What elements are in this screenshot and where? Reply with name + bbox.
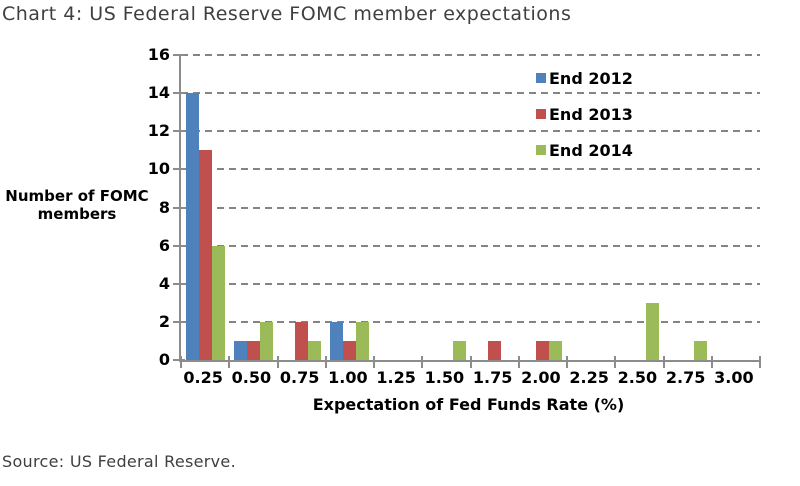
y-tick-label: 14: [147, 83, 170, 103]
legend-label: End 2014: [549, 140, 633, 160]
x-axis-labels: 0.25 0.50 0.75 1.00 1.25 1.50 1.75 2.00 2.25 2.50…: [179, 368, 758, 388]
x-axis-tick: [759, 356, 761, 368]
y-axis-title-line-2: members: [37, 205, 117, 223]
x-tick-label: 1.25: [376, 368, 416, 387]
bar: [694, 340, 708, 360]
x-tick-label: 2.75: [665, 368, 706, 387]
bar: [645, 302, 659, 360]
bar: [185, 93, 199, 360]
x-tick-label: 1.75: [472, 368, 513, 387]
plot-area: [173, 54, 761, 368]
bar: [549, 340, 563, 360]
y-axis-tick: [173, 282, 185, 285]
x-axis-tick: [324, 356, 327, 368]
bar: [330, 321, 344, 360]
y-tick-label: 6: [158, 235, 170, 255]
bar: [536, 340, 550, 360]
chart-title: Chart 4: US Federal Reserve FOMC member …: [2, 3, 572, 25]
y-tick-label: 10: [147, 159, 170, 179]
x-tick-label: 0.75: [279, 368, 320, 387]
x-axis-tick: [469, 356, 472, 368]
y-tick-label: 4: [158, 273, 170, 293]
legend-swatch-icon: [536, 145, 546, 155]
y-axis-tick: [173, 206, 185, 209]
gridline: [181, 130, 760, 133]
y-axis-tick: [173, 54, 185, 56]
gridline: [181, 244, 760, 247]
x-axis-title: Expectation of Fed Funds Rate (%): [312, 395, 625, 414]
legend-item: End 2012: [536, 68, 633, 88]
x-tick-label: 2.00: [521, 368, 561, 387]
legend-item: End 2013: [536, 104, 633, 124]
gridline: [181, 92, 760, 95]
x-axis-tick: [228, 356, 231, 368]
x-axis-tick: [180, 356, 182, 368]
bar: [295, 321, 309, 360]
legend-label: End 2013: [549, 104, 633, 124]
y-tick-label: 0: [158, 350, 170, 369]
x-axis-tick: [373, 356, 375, 368]
bar: [198, 150, 212, 360]
y-axis-tick: [173, 320, 185, 323]
legend-swatch-icon: [536, 73, 546, 83]
x-tick-label: 3.00: [714, 368, 754, 387]
x-axis-tick: [710, 356, 713, 368]
bar: [452, 340, 466, 360]
y-axis-tick: [173, 92, 185, 95]
x-tick-label: 1.50: [424, 368, 465, 387]
x-axis-tick: [517, 356, 520, 368]
legend: End 2012 End 2013 End 2014: [536, 68, 633, 176]
y-axis-tick: [173, 130, 185, 133]
y-tick-label: 12: [147, 121, 170, 141]
bar: [259, 321, 273, 360]
legend-label: End 2012: [549, 68, 633, 88]
y-tick-label: 16: [147, 45, 170, 64]
x-axis-tick: [276, 356, 279, 368]
legend-swatch-icon: [536, 109, 546, 119]
x-axis-tick: [421, 356, 424, 368]
bar: [356, 321, 370, 360]
legend-item: End 2014: [536, 140, 633, 160]
x-tick-label: 0.50: [231, 368, 272, 387]
y-axis-tick: [173, 168, 185, 171]
y-tick-label: 2: [158, 311, 170, 331]
x-axis-tick: [566, 356, 568, 368]
gridline: [181, 320, 760, 323]
y-axis-tick: [173, 244, 185, 247]
gridline: [181, 282, 760, 285]
gridline: [181, 168, 760, 171]
bar: [343, 340, 357, 360]
y-axis-title-line-1: Number of FOMC: [5, 187, 149, 205]
y-tick-label: 8: [158, 197, 170, 217]
bar: [488, 340, 502, 360]
y-axis-labels: 0 2 4 6 8 10 12 14 16: [118, 45, 170, 369]
y-axis-title: Number of FOMC members: [0, 187, 154, 223]
x-tick-label: 2.50: [617, 368, 658, 387]
x-axis-tick: [614, 356, 617, 368]
y-axis-tick: [173, 359, 185, 361]
bar: [308, 340, 322, 360]
x-axis-tick: [662, 356, 665, 368]
gridline: [181, 206, 760, 209]
x-tick-label: 1.00: [328, 368, 368, 387]
gridline: [181, 54, 760, 56]
x-tick-label: 0.25: [183, 368, 223, 387]
bar: [211, 245, 225, 360]
source-note: Source: US Federal Reserve.: [2, 452, 236, 471]
bar: [233, 340, 247, 360]
x-tick-label: 2.25: [569, 368, 609, 387]
bar: [246, 340, 260, 360]
